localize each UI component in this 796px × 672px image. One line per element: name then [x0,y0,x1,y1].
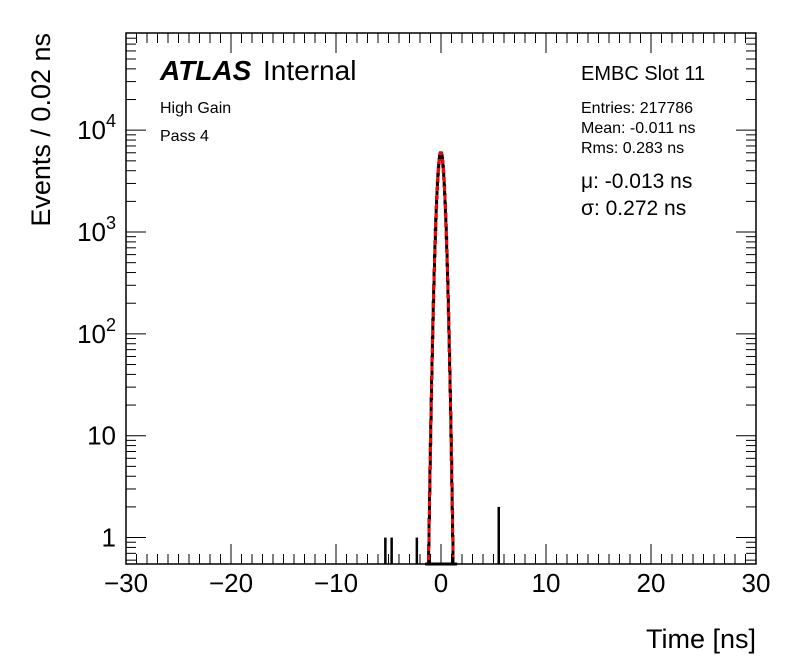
rms-label: Rms: 0.283 ns [581,140,684,157]
x-axis-label: Time [ns] [646,624,756,654]
atlas-label-bold: ATLAS [159,55,252,86]
mean-label: Mean: -0.011 ns [581,120,695,137]
y-axis-label: Events / 0.02 ns [26,33,56,227]
y-tick-label-exponent: 2 [106,315,116,335]
y-tick-label: 1 [102,523,116,553]
axis-ticks [125,32,757,564]
y-tick-label: 103 [77,213,116,247]
y-tick-label: 102 [77,315,116,349]
x-tick-label: −30 [104,568,148,598]
y-tick-label-exponent: 4 [106,111,116,131]
y-tick-label: 104 [77,111,116,145]
y-tick-label-base: 10 [77,115,106,145]
x-tick-label: 10 [532,568,561,598]
fit-sigma-label: σ: 0.272 ns [581,197,686,220]
fit-mu-label: μ: -0.013 ns [581,170,692,193]
y-tick-label-base: 10 [77,319,106,349]
plot-area [384,151,500,566]
x-tick-label: −20 [209,568,253,598]
y-tick-label: 10 [87,421,116,451]
gain-label: High Gain [160,100,231,117]
x-tick-label: −10 [314,568,358,598]
atlas-label: ATLAS Internal [159,55,356,86]
gaussian-fit-curve [427,151,455,560]
slot-label: EMBC Slot 11 [581,63,705,85]
y-tick-label-exponent: 3 [106,213,116,233]
y-tick-label-base: 10 [77,217,106,247]
x-tick-label: 20 [637,568,666,598]
atlas-label-sub: Internal [263,55,356,86]
x-tick-label: 30 [742,568,771,598]
plot-frame [125,32,757,565]
entries-label: Entries: 217786 [581,100,693,117]
pass-label: Pass 4 [160,128,209,145]
x-tick-label: 0 [434,568,448,598]
